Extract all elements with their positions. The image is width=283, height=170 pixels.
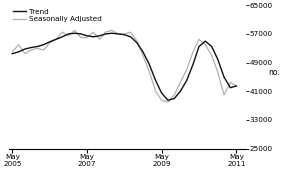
Seasonally Adjusted <box>210 54 213 56</box>
Seasonally Adjusted <box>141 54 145 56</box>
Line: Trend: Trend <box>12 33 236 100</box>
Y-axis label: no.: no. <box>269 68 280 77</box>
Seasonally Adjusted <box>197 38 201 40</box>
Trend <box>23 48 27 50</box>
Seasonally Adjusted <box>204 44 207 46</box>
Seasonally Adjusted <box>67 35 70 37</box>
Trend <box>173 97 176 99</box>
Seasonally Adjusted <box>229 81 232 83</box>
Seasonally Adjusted <box>73 29 76 31</box>
Trend <box>48 41 51 43</box>
Trend <box>160 92 163 94</box>
Seasonally Adjusted <box>42 49 45 51</box>
Seasonally Adjusted <box>154 90 157 92</box>
Trend <box>36 46 39 48</box>
Trend <box>229 87 232 89</box>
Seasonally Adjusted <box>61 31 64 33</box>
Seasonally Adjusted <box>148 71 151 73</box>
Trend <box>61 36 64 38</box>
Trend <box>154 80 157 82</box>
Trend <box>179 90 182 92</box>
Seasonally Adjusted <box>216 71 219 73</box>
Seasonally Adjusted <box>160 99 163 101</box>
Trend <box>216 58 219 60</box>
Trend <box>204 40 207 42</box>
Trend <box>197 46 201 48</box>
Trend <box>10 53 14 55</box>
Seasonally Adjusted <box>79 37 83 39</box>
Seasonally Adjusted <box>222 94 226 96</box>
Seasonally Adjusted <box>185 69 188 71</box>
Seasonally Adjusted <box>23 53 27 55</box>
Trend <box>129 36 132 38</box>
Seasonally Adjusted <box>98 38 101 40</box>
Seasonally Adjusted <box>104 31 107 33</box>
Seasonally Adjusted <box>166 101 170 103</box>
Trend <box>235 85 238 87</box>
Trend <box>67 33 70 35</box>
Seasonally Adjusted <box>92 31 95 33</box>
Trend <box>104 33 107 35</box>
Trend <box>222 76 226 78</box>
Trend <box>123 34 126 36</box>
Seasonally Adjusted <box>54 38 58 40</box>
Trend <box>110 32 114 34</box>
Trend <box>73 32 76 34</box>
Seasonally Adjusted <box>179 81 182 83</box>
Legend: Trend, Seasonally Adjusted: Trend, Seasonally Adjusted <box>13 9 102 22</box>
Trend <box>29 47 33 49</box>
Trend <box>210 46 213 48</box>
Seasonally Adjusted <box>135 40 139 42</box>
Trend <box>92 36 95 38</box>
Trend <box>191 63 195 65</box>
Trend <box>141 51 145 53</box>
Trend <box>148 63 151 65</box>
Seasonally Adjusted <box>29 49 33 51</box>
Seasonally Adjusted <box>36 47 39 49</box>
Seasonally Adjusted <box>110 29 114 31</box>
Seasonally Adjusted <box>191 51 195 53</box>
Seasonally Adjusted <box>48 42 51 44</box>
Seasonally Adjusted <box>117 33 120 35</box>
Trend <box>54 38 58 40</box>
Trend <box>79 33 83 35</box>
Seasonally Adjusted <box>85 37 89 39</box>
Trend <box>185 80 188 82</box>
Trend <box>166 99 170 101</box>
Seasonally Adjusted <box>123 33 126 35</box>
Trend <box>135 42 139 44</box>
Seasonally Adjusted <box>173 94 176 96</box>
Trend <box>85 35 89 37</box>
Trend <box>17 51 20 53</box>
Trend <box>98 35 101 37</box>
Seasonally Adjusted <box>235 85 238 87</box>
Seasonally Adjusted <box>17 44 20 46</box>
Trend <box>117 33 120 35</box>
Line: Seasonally Adjusted: Seasonally Adjusted <box>12 30 236 102</box>
Seasonally Adjusted <box>10 51 14 53</box>
Seasonally Adjusted <box>129 31 132 33</box>
Trend <box>42 44 45 46</box>
